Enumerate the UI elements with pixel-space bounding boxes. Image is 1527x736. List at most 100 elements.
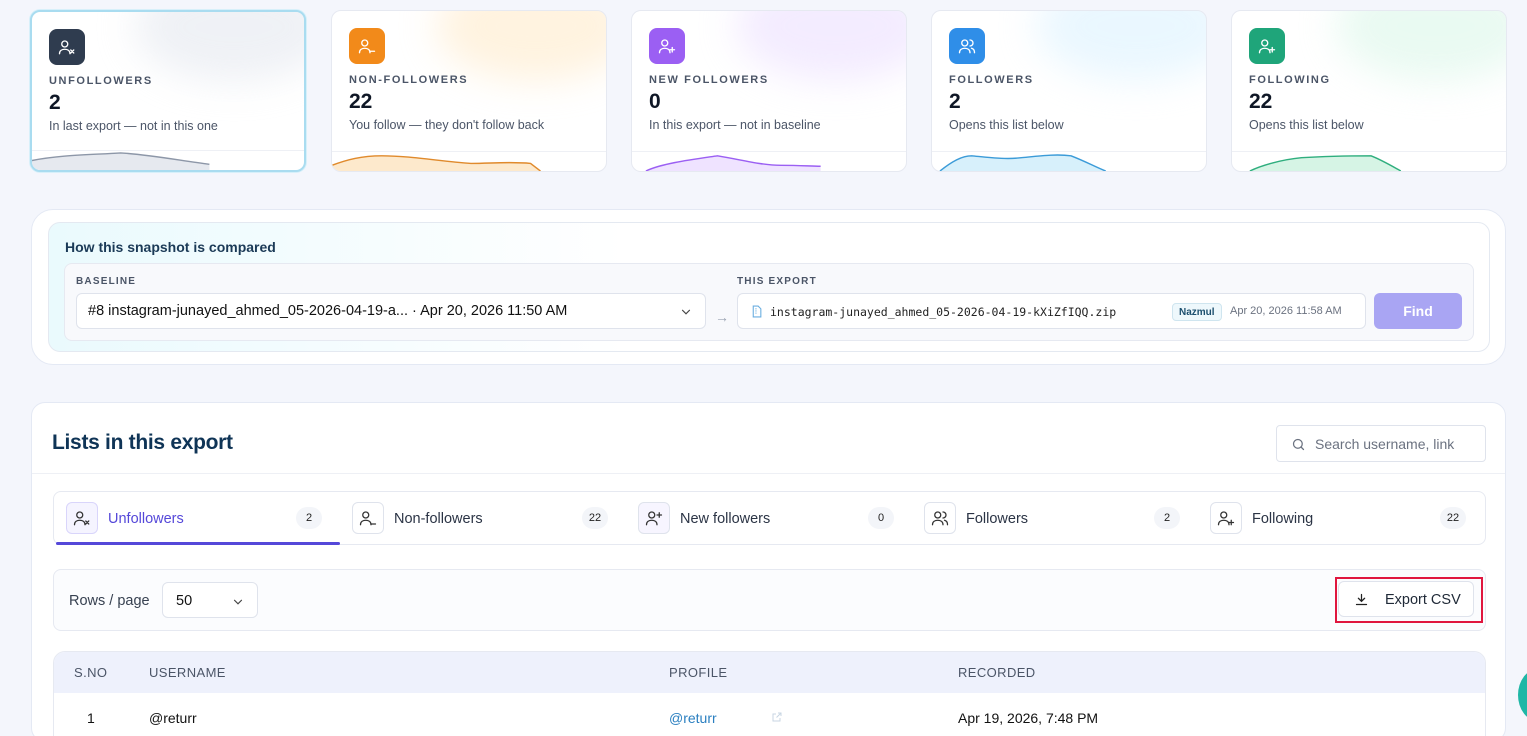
export-file-name: instagram-junayed_ahmed_05-2026-04-19-kX… <box>770 305 1117 319</box>
tab-unfollowers[interactable]: Unfollowers 2 <box>54 492 340 545</box>
user-x-icon <box>49 29 85 65</box>
search-box[interactable] <box>1276 425 1486 462</box>
card-value: 2 <box>49 91 61 114</box>
export-date: Apr 20, 2026 11:58 AM <box>1230 305 1342 317</box>
tab-new-followers[interactable]: New followers 0 <box>626 492 912 544</box>
export-highlight <box>1335 577 1483 623</box>
card-glow <box>1036 11 1206 81</box>
active-tab-indicator <box>56 542 340 545</box>
users-icon <box>924 502 956 534</box>
sparkline <box>632 151 906 171</box>
card-subtitle: You follow — they don't follow back <box>349 118 545 132</box>
user-minus-icon <box>352 502 384 534</box>
tab-label: Unfollowers <box>108 511 184 527</box>
comparison-panel: How this snapshot is compared BASELINE #… <box>31 209 1506 365</box>
card-glow <box>436 11 606 81</box>
card-unfollowers[interactable]: UNFOLLOWERS 2 In last export — not in th… <box>30 10 306 172</box>
card-label: NON-FOLLOWERS <box>349 74 469 86</box>
card-value: 22 <box>1249 90 1273 113</box>
user-plus-icon <box>638 502 670 534</box>
tab-count: 0 <box>868 507 894 529</box>
baseline-caption: BASELINE <box>76 276 137 287</box>
cell-sno: 1 <box>87 710 95 726</box>
card-subtitle: Opens this list below <box>949 118 1064 132</box>
blur-mask <box>194 709 238 725</box>
cell-profile-link[interactable]: @returr <box>669 710 717 726</box>
results-table: S.NO USERNAME PROFILE RECORDED 1 @returr… <box>53 651 1486 736</box>
column-header-profile: PROFILE <box>669 665 728 680</box>
tab-count: 22 <box>582 507 608 529</box>
cell-recorded: Apr 19, 2026, 7:48 PM <box>958 710 1099 726</box>
chevron-down-icon <box>681 309 691 315</box>
lists-title: Lists in this export <box>52 431 233 454</box>
card-subtitle: In last export — not in this one <box>49 119 218 133</box>
card-subtitle: Opens this list below <box>1249 118 1364 132</box>
arrow-right-icon: → <box>715 309 729 325</box>
tab-label: New followers <box>680 511 771 527</box>
uploader-badge: Nazmul <box>1172 303 1222 321</box>
export-caption: THIS EXPORT <box>737 276 817 287</box>
user-x-icon <box>66 502 98 534</box>
card-followers[interactable]: FOLLOWERS 2 Opens this list below <box>931 10 1207 172</box>
rows-per-page-label: Rows / page <box>69 593 150 609</box>
card-value: 2 <box>949 90 961 113</box>
card-glow <box>134 12 304 82</box>
table-row: 1 @returr @returr Apr 19, 2026, 7:48 PM <box>54 693 1485 736</box>
user-check-icon <box>1210 502 1242 534</box>
export-csv-button[interactable]: Export CSV <box>1338 581 1474 617</box>
divider <box>32 473 1505 474</box>
list-tabs: Unfollowers 2 Non-followers 22 New follo… <box>53 491 1486 545</box>
baseline-value: #8 instagram-junayed_ahmed_05-2026-04-19… <box>88 303 568 319</box>
table-toolbar: Rows / page 50 Export CSV <box>53 569 1486 631</box>
sparkline <box>932 151 1206 171</box>
search-input[interactable] <box>1315 434 1483 454</box>
floating-action-button[interactable] <box>1518 669 1527 721</box>
user-plus-icon <box>649 28 685 64</box>
comparison-inner: How this snapshot is compared BASELINE #… <box>48 222 1490 352</box>
comparison-title: How this snapshot is compared <box>65 239 276 255</box>
card-label: NEW FOLLOWERS <box>649 74 769 86</box>
external-link-icon[interactable] <box>771 711 783 723</box>
baseline-select[interactable]: #8 instagram-junayed_ahmed_05-2026-04-19… <box>76 293 706 329</box>
tab-count: 2 <box>1154 507 1180 529</box>
cell-username: @returr <box>149 710 197 726</box>
card-label: FOLLOWERS <box>949 74 1034 86</box>
tab-following[interactable]: Following 22 <box>1198 492 1484 544</box>
file-zip-icon <box>752 305 762 318</box>
card-value: 22 <box>349 90 373 113</box>
export-csv-label: Export CSV <box>1385 592 1461 608</box>
tab-count: 22 <box>1440 507 1466 529</box>
tab-label: Followers <box>966 511 1029 527</box>
download-icon <box>1355 593 1368 606</box>
column-header-recorded: RECORDED <box>958 665 1036 680</box>
export-file-field: instagram-junayed_ahmed_05-2026-04-19-kX… <box>737 293 1366 329</box>
tab-non-followers[interactable]: Non-followers 22 <box>340 492 626 544</box>
card-subtitle: In this export — not in baseline <box>649 118 821 132</box>
user-check-icon <box>1249 28 1285 64</box>
lists-panel: Lists in this export Unfollowers 2 Non-f… <box>31 402 1506 736</box>
card-new-followers[interactable]: NEW FOLLOWERS 0 In this export — not in … <box>631 10 907 172</box>
card-label: UNFOLLOWERS <box>49 75 153 87</box>
column-header-sno: S.NO <box>74 665 108 680</box>
comparison-box: BASELINE #8 instagram-junayed_ahmed_05-2… <box>64 263 1474 341</box>
user-minus-icon <box>349 28 385 64</box>
column-header-username: USERNAME <box>149 665 226 680</box>
rows-per-page-select[interactable]: 50 <box>162 582 258 618</box>
find-button[interactable]: Find <box>1374 293 1462 329</box>
table-header: S.NO USERNAME PROFILE RECORDED <box>54 652 1485 693</box>
blur-mask <box>714 709 758 725</box>
card-glow <box>1336 11 1506 81</box>
tab-followers[interactable]: Followers 2 <box>912 492 1198 544</box>
card-value: 0 <box>649 90 661 113</box>
card-non-followers[interactable]: NON-FOLLOWERS 22 You follow — they don't… <box>331 10 607 172</box>
tab-count: 2 <box>296 507 322 529</box>
sparkline <box>1232 151 1506 171</box>
card-label: FOLLOWING <box>1249 74 1331 86</box>
card-following[interactable]: FOLLOWING 22 Opens this list below <box>1231 10 1507 172</box>
tab-label: Following <box>1252 511 1314 527</box>
rows-per-page-value: 50 <box>176 593 193 609</box>
sparkline <box>32 150 304 170</box>
card-glow <box>736 11 906 81</box>
stat-cards: UNFOLLOWERS 2 In last export — not in th… <box>30 10 1507 174</box>
tab-label: Non-followers <box>394 511 483 527</box>
